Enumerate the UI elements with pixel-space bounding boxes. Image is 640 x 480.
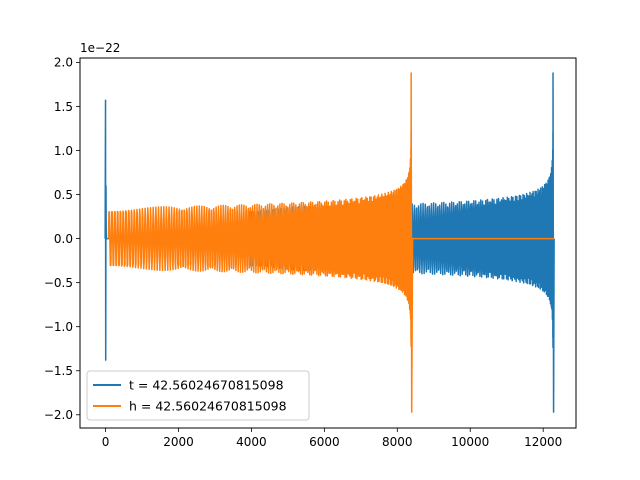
y-tick-label: 1.5: [54, 100, 73, 114]
x-tick-label: 4000: [236, 435, 267, 449]
y-tick-label: 0.5: [54, 188, 73, 202]
legend-label-t: t = 42.56024670815098: [129, 378, 284, 393]
y-tick-label: −1.5: [44, 364, 73, 378]
y-tick-label: −0.5: [44, 276, 73, 290]
legend: t = 42.56024670815098 h = 42.56024670815…: [86, 370, 310, 421]
y-scale-label: 1e−22: [80, 41, 120, 55]
series-line-h: [107, 72, 555, 413]
x-tick-label: 6000: [309, 435, 340, 449]
x-tick-label: 0: [102, 435, 110, 449]
series-layer: [104, 72, 555, 413]
legend-box: [86, 370, 310, 421]
x-tick-label: 8000: [382, 435, 413, 449]
plot-frame: [79, 57, 577, 429]
y-axis: −2.0 −1.5 −1.0 −0.5 0.0 0.5 1.0 1.5 2.0: [44, 56, 80, 422]
y-tick-label: 1.0: [54, 144, 73, 158]
legend-label-h: h = 42.56024670815098: [129, 399, 287, 414]
y-tick-label: −1.0: [44, 320, 73, 334]
y-tick-label: 0.0: [54, 232, 73, 246]
x-tick-label: 12000: [524, 435, 562, 449]
x-tick-label: 2000: [163, 435, 194, 449]
y-tick-label: 2.0: [54, 56, 73, 70]
y-tick-label: −2.0: [44, 408, 73, 422]
x-tick-label: 10000: [451, 435, 489, 449]
x-axis: 0 2000 4000 6000 8000 10000 12000: [102, 428, 562, 449]
